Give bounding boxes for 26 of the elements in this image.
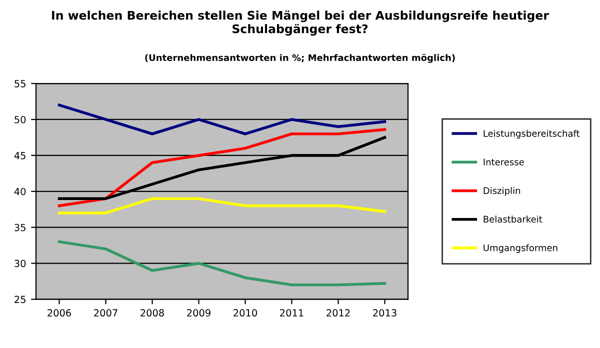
y-tick-label: 40	[14, 188, 26, 196]
legend-label: Disziplin	[484, 187, 520, 196]
legend-label: Belastbarkeit	[484, 216, 542, 223]
line-series	[58, 104, 386, 136]
legend-label: Interesse	[484, 158, 524, 166]
y-tick-label: 45	[14, 152, 26, 160]
y-tick-label: 55	[14, 80, 26, 88]
y-tick-label: 35	[14, 224, 26, 232]
legend-label: Leistungsbereitschaft	[484, 130, 580, 139]
x-tick-label: 2007	[94, 309, 118, 317]
line-series	[58, 240, 386, 286]
x-tick-label: 2011	[280, 309, 304, 317]
y-tick-label: 30	[14, 260, 26, 268]
chart-title: In welchen Bereichen stellen Sie Mängel bei der Ausbildungsreife heutiger Schulabgänger fest?	[52, 10, 549, 36]
x-tick-label: 2009	[187, 309, 210, 317]
y-tick-label: 50	[14, 116, 26, 124]
legend-label: Umgangsformen	[484, 244, 558, 253]
x-tick-label: 2013	[373, 309, 396, 317]
x-tick-label: 2008	[140, 309, 164, 317]
x-tick-label: 2010	[234, 309, 257, 317]
y-tick-label: 25	[14, 296, 26, 304]
chart-subtitle: (Unternehmensantworten in %; Mehrfachantworten möglich)	[145, 54, 455, 63]
x-tick-label: 2006	[48, 309, 72, 317]
x-tick-label: 2012	[326, 309, 350, 317]
line-series	[58, 128, 386, 208]
line-series	[58, 197, 386, 214]
